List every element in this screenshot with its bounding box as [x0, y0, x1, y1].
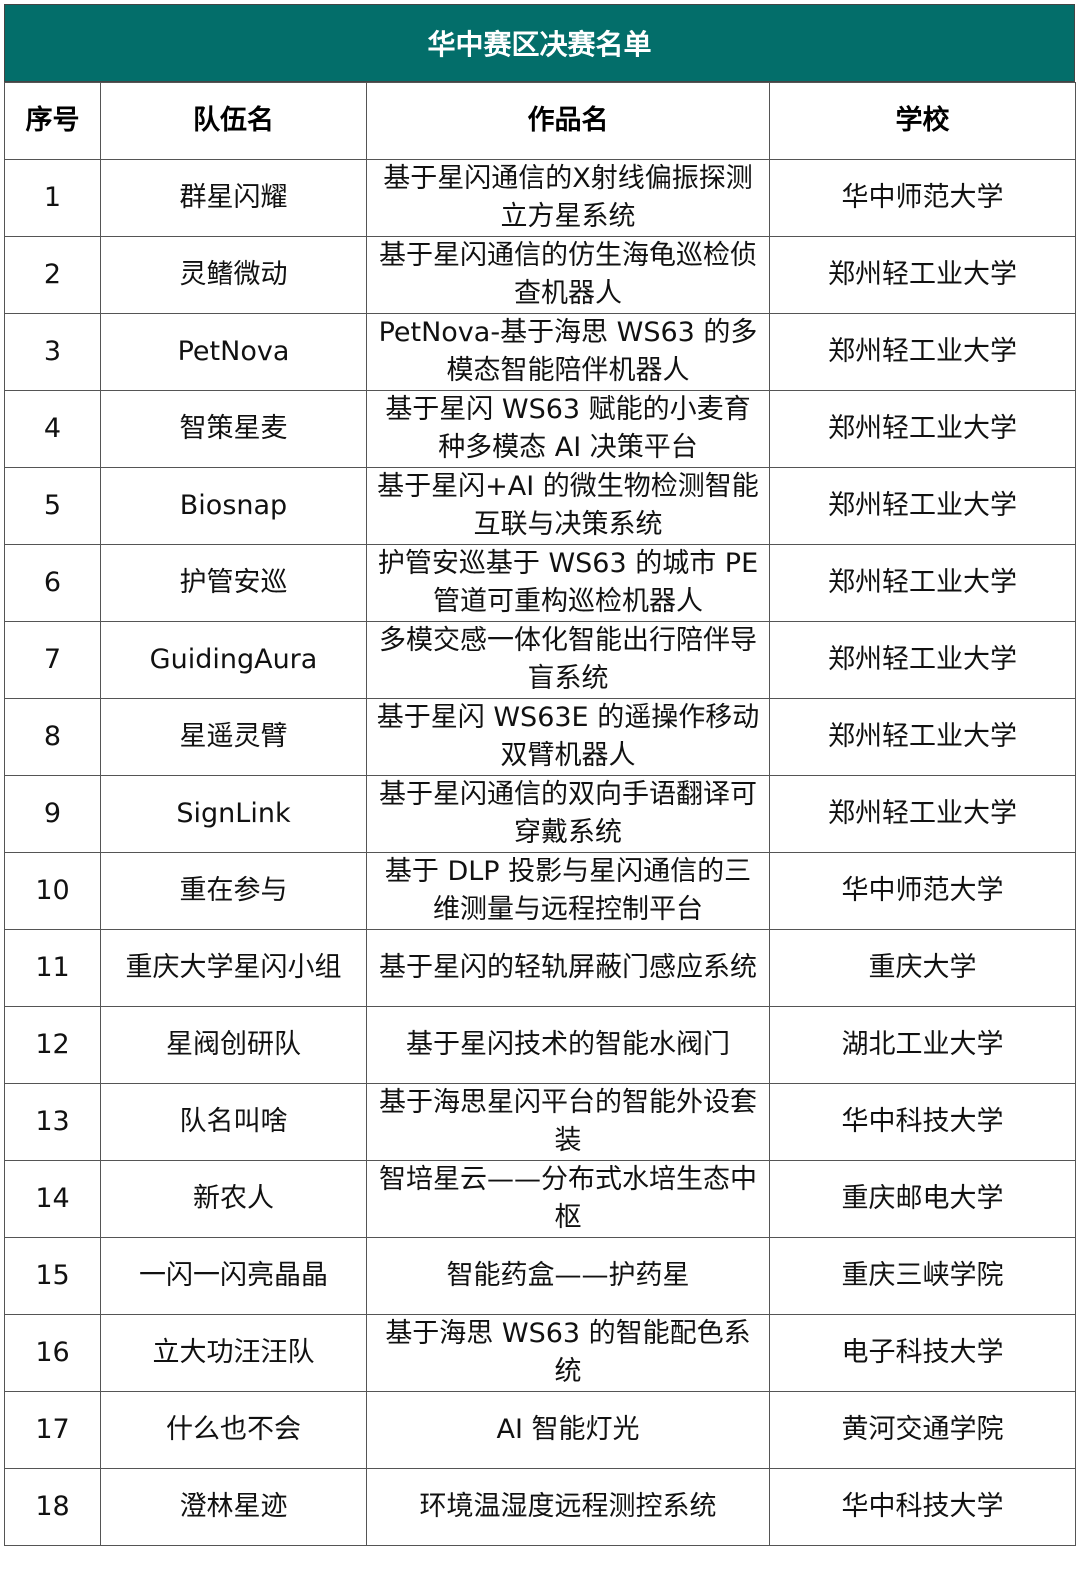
table-row: 8 星遥灵臂 基于星闪 WS63E 的遥操作移动双臂机器人 郑州轻工业大学: [4, 698, 1076, 776]
cell-project: 环境温湿度远程测控系统: [366, 1468, 770, 1546]
cell-index: 17: [4, 1391, 101, 1469]
cell-index: 14: [4, 1160, 101, 1238]
cell-school: 华中师范大学: [769, 852, 1076, 930]
finalists-table-container: 华中赛区决赛名单 序号 队伍名 作品名 学校 1 群星闪耀 基于星闪通信的X射线偏振…: [4, 4, 1076, 1546]
cell-school: 重庆邮电大学: [769, 1160, 1076, 1238]
cell-school: 华中科技大学: [769, 1468, 1076, 1546]
cell-team: 一闪一闪亮晶晶: [100, 1237, 367, 1315]
table-title: 华中赛区决赛名单: [4, 4, 1075, 82]
header-school: 学校: [769, 82, 1076, 160]
cell-team: 灵鳍微动: [100, 236, 367, 314]
cell-index: 12: [4, 1006, 101, 1084]
cell-index: 15: [4, 1237, 101, 1315]
cell-team: 智策星麦: [100, 390, 367, 468]
table-row: 4 智策星麦 基于星闪 WS63 赋能的小麦育种多模态 AI 决策平台 郑州轻工业大学: [4, 390, 1076, 468]
cell-index: 2: [4, 236, 101, 314]
cell-project: 基于星闪通信的仿生海龟巡检侦查机器人: [366, 236, 770, 314]
cell-project: 基于 DLP 投影与星闪通信的三维测量与远程控制平台: [366, 852, 770, 930]
cell-school: 华中师范大学: [769, 159, 1076, 237]
cell-index: 6: [4, 544, 101, 622]
cell-school: 湖北工业大学: [769, 1006, 1076, 1084]
cell-school: 重庆三峡学院: [769, 1237, 1076, 1315]
table-row: 12 星阀创研队 基于星闪技术的智能水阀门 湖北工业大学: [4, 1006, 1076, 1084]
cell-project: 基于海思 WS63 的智能配色系统: [366, 1314, 770, 1392]
cell-index: 8: [4, 698, 101, 776]
cell-team: 新农人: [100, 1160, 367, 1238]
cell-school: 电子科技大学: [769, 1314, 1076, 1392]
cell-school: 郑州轻工业大学: [769, 390, 1076, 468]
cell-project: 基于星闪 WS63E 的遥操作移动双臂机器人: [366, 698, 770, 776]
cell-team: 星阀创研队: [100, 1006, 367, 1084]
cell-school: 郑州轻工业大学: [769, 621, 1076, 699]
cell-team: 立大功汪汪队: [100, 1314, 367, 1392]
cell-index: 11: [4, 929, 101, 1007]
header-index: 序号: [4, 82, 101, 160]
cell-index: 10: [4, 852, 101, 930]
cell-index: 3: [4, 313, 101, 391]
table-row: 10 重在参与 基于 DLP 投影与星闪通信的三维测量与远程控制平台 华中师范大学: [4, 852, 1076, 930]
cell-project: 智能药盒——护药星: [366, 1237, 770, 1315]
table-row: 7 GuidingAura 多模交感一体化智能出行陪伴导盲系统 郑州轻工业大学: [4, 621, 1076, 699]
table-row: 3 PetNova PetNova-基于海思 WS63 的多模态智能陪伴机器人 郑州轻…: [4, 313, 1076, 391]
cell-school: 黄河交通学院: [769, 1391, 1076, 1469]
cell-school: 郑州轻工业大学: [769, 236, 1076, 314]
cell-project: 基于星闪+AI 的微生物检测智能互联与决策系统: [366, 467, 770, 545]
cell-index: 4: [4, 390, 101, 468]
cell-team: PetNova: [100, 313, 367, 391]
table-row: 17 什么也不会 AI 智能灯光 黄河交通学院: [4, 1391, 1076, 1469]
cell-project: 基于星闪通信的X射线偏振探测立方星系统: [366, 159, 770, 237]
cell-team: 星遥灵臂: [100, 698, 367, 776]
cell-project: 基于星闪 WS63 赋能的小麦育种多模态 AI 决策平台: [366, 390, 770, 468]
cell-team: 什么也不会: [100, 1391, 367, 1469]
cell-team: 队名叫啥: [100, 1083, 367, 1161]
cell-project: 基于星闪技术的智能水阀门: [366, 1006, 770, 1084]
table-row: 2 灵鳍微动 基于星闪通信的仿生海龟巡检侦查机器人 郑州轻工业大学: [4, 236, 1076, 314]
cell-team: GuidingAura: [100, 621, 367, 699]
cell-index: 13: [4, 1083, 101, 1161]
cell-index: 9: [4, 775, 101, 853]
cell-project: 智培星云——分布式水培生态中枢: [366, 1160, 770, 1238]
table-row: 15 一闪一闪亮晶晶 智能药盒——护药星 重庆三峡学院: [4, 1237, 1076, 1315]
header-project: 作品名: [366, 82, 770, 160]
table-row: 11 重庆大学星闪小组 基于星闪的轻轨屏蔽门感应系统 重庆大学: [4, 929, 1076, 1007]
cell-team: 护管安巡: [100, 544, 367, 622]
cell-team: Biosnap: [100, 467, 367, 545]
cell-project: 基于星闪通信的双向手语翻译可穿戴系统: [366, 775, 770, 853]
cell-school: 郑州轻工业大学: [769, 467, 1076, 545]
cell-project: AI 智能灯光: [366, 1391, 770, 1469]
cell-team: 澄林星迹: [100, 1468, 367, 1546]
table-row: 5 Biosnap 基于星闪+AI 的微生物检测智能互联与决策系统 郑州轻工业大学: [4, 467, 1076, 545]
header-team: 队伍名: [100, 82, 367, 160]
table-row: 18 澄林星迹 环境温湿度远程测控系统 华中科技大学: [4, 1468, 1076, 1546]
cell-school: 郑州轻工业大学: [769, 775, 1076, 853]
table-row: 13 队名叫啥 基于海思星闪平台的智能外设套装 华中科技大学: [4, 1083, 1076, 1161]
cell-school: 郑州轻工业大学: [769, 698, 1076, 776]
cell-team: 重庆大学星闪小组: [100, 929, 367, 1007]
cell-school: 郑州轻工业大学: [769, 544, 1076, 622]
cell-index: 1: [4, 159, 101, 237]
cell-project: 多模交感一体化智能出行陪伴导盲系统: [366, 621, 770, 699]
cell-school: 重庆大学: [769, 929, 1076, 1007]
cell-school: 郑州轻工业大学: [769, 313, 1076, 391]
table-row: 9 SignLink 基于星闪通信的双向手语翻译可穿戴系统 郑州轻工业大学: [4, 775, 1076, 853]
finalists-table: 序号 队伍名 作品名 学校 1 群星闪耀 基于星闪通信的X射线偏振探测立方星系统 华中…: [4, 82, 1076, 1546]
table-row: 1 群星闪耀 基于星闪通信的X射线偏振探测立方星系统 华中师范大学: [4, 159, 1076, 237]
cell-index: 16: [4, 1314, 101, 1392]
table-row: 14 新农人 智培星云——分布式水培生态中枢 重庆邮电大学: [4, 1160, 1076, 1238]
cell-team: SignLink: [100, 775, 367, 853]
cell-school: 华中科技大学: [769, 1083, 1076, 1161]
cell-project: 护管安巡基于 WS63 的城市 PE 管道可重构巡检机器人: [366, 544, 770, 622]
table-row: 6 护管安巡 护管安巡基于 WS63 的城市 PE 管道可重构巡检机器人 郑州轻工业大…: [4, 544, 1076, 622]
cell-project: 基于海思星闪平台的智能外设套装: [366, 1083, 770, 1161]
header-row: 序号 队伍名 作品名 学校: [4, 82, 1076, 160]
cell-project: PetNova-基于海思 WS63 的多模态智能陪伴机器人: [366, 313, 770, 391]
cell-project: 基于星闪的轻轨屏蔽门感应系统: [366, 929, 770, 1007]
cell-index: 18: [4, 1468, 101, 1546]
table-row: 16 立大功汪汪队 基于海思 WS63 的智能配色系统 电子科技大学: [4, 1314, 1076, 1392]
cell-team: 重在参与: [100, 852, 367, 930]
cell-index: 5: [4, 467, 101, 545]
cell-team: 群星闪耀: [100, 159, 367, 237]
cell-index: 7: [4, 621, 101, 699]
